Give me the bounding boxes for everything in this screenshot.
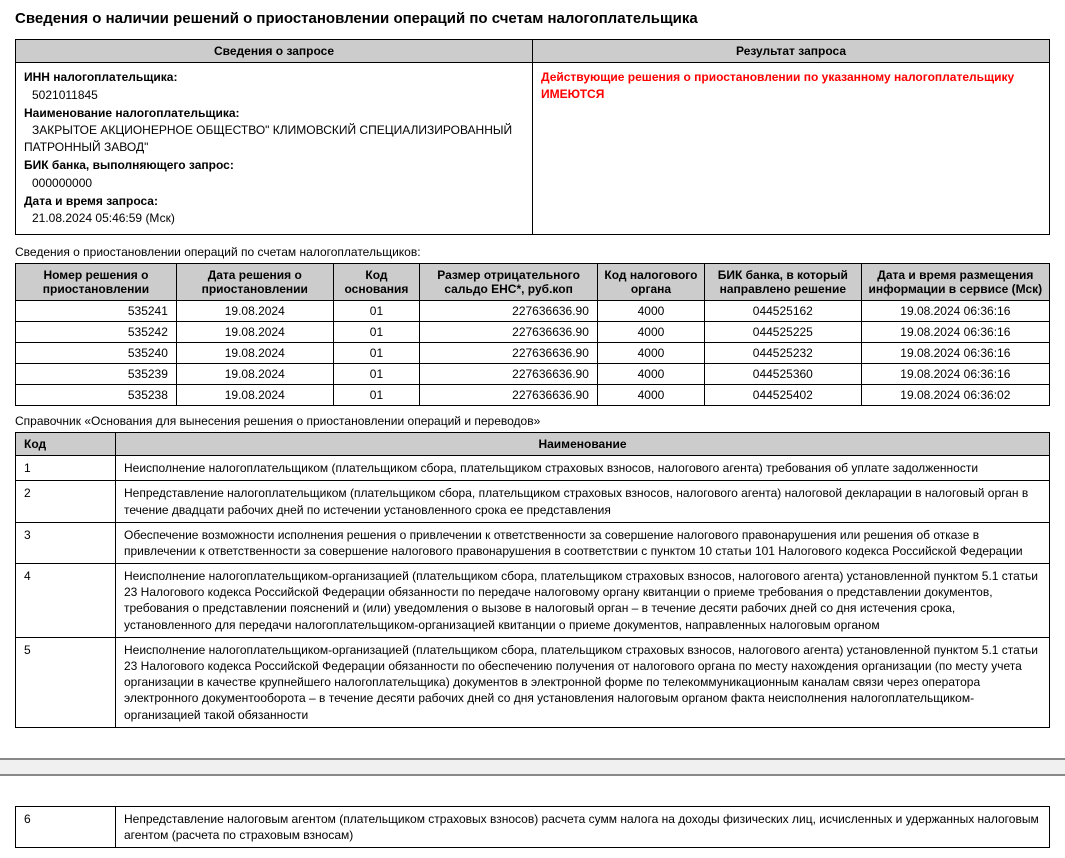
ref-header-name: Наименование [116, 433, 1050, 456]
table-cell: 044525225 [705, 322, 862, 343]
table-cell: 044525402 [705, 385, 862, 406]
table-cell: 19.08.2024 06:36:16 [861, 343, 1049, 364]
ref-code-cell: 3 [16, 522, 116, 563]
table-cell: 19.08.2024 [176, 343, 333, 364]
bik-label: БИК банка, выполняющего запрос: [24, 158, 234, 172]
table-row: 2Непредставление налогоплательщиком (пла… [16, 481, 1050, 522]
table-cell: 01 [333, 385, 420, 406]
suspension-subtitle: Сведения о приостановлении операций по с… [15, 245, 1050, 259]
table-row: 53523919.08.202401227636636.904000044525… [16, 364, 1050, 385]
table-cell: 4000 [597, 343, 704, 364]
table-cell: 19.08.2024 [176, 322, 333, 343]
table-row: 4Неисполнение налогоплательщиком-организ… [16, 564, 1050, 638]
suspension-header-5: БИК банка, в который направлено решение [705, 264, 862, 301]
request-info-cell: ИНН налогоплательщика: 5021011845 Наимен… [16, 63, 533, 235]
date-value: 21.08.2024 05:46:59 (Мск) [32, 211, 175, 225]
table-cell: 4000 [597, 364, 704, 385]
info-header-left: Сведения о запросе [16, 40, 533, 63]
info-header-right: Результат запроса [533, 40, 1050, 63]
ref-name-cell: Неисполнение налогоплательщиком-организа… [116, 637, 1050, 727]
suspension-header-3: Размер отрицательного сальдо ЕНС*, руб.к… [420, 264, 598, 301]
table-cell: 535239 [16, 364, 177, 385]
suspension-table: Номер решения о приостановленииДата реше… [15, 263, 1050, 406]
table-row: 3Обеспечение возможности исполнения реше… [16, 522, 1050, 563]
ref-name-cell: Непредставление налогоплательщиком (плат… [116, 481, 1050, 522]
table-cell: 227636636.90 [420, 301, 598, 322]
table-cell: 19.08.2024 06:36:16 [861, 364, 1049, 385]
table-row: 5Неисполнение налогоплательщиком-организ… [16, 637, 1050, 727]
suspension-header-6: Дата и время размещения информации в сер… [861, 264, 1049, 301]
suspension-header-1: Дата решения о приостановлении [176, 264, 333, 301]
ref-header-code: Код [16, 433, 116, 456]
table-row: 53524019.08.202401227636636.904000044525… [16, 343, 1050, 364]
table-cell: 535240 [16, 343, 177, 364]
page-break [0, 758, 1065, 776]
table-cell: 4000 [597, 301, 704, 322]
reference-table-page2: 6Непредставление налоговым агентом (плат… [15, 806, 1050, 848]
ref-name-cell: Непредставление налоговым агентом (плате… [116, 806, 1050, 847]
table-cell: 19.08.2024 06:36:16 [861, 322, 1049, 343]
table-cell: 044525232 [705, 343, 862, 364]
table-cell: 4000 [597, 385, 704, 406]
table-cell: 01 [333, 301, 420, 322]
name-value: ЗАКРЫТОЕ АКЦИОНЕРНОЕ ОБЩЕСТВО" КЛИМОВСКИ… [24, 123, 512, 154]
table-cell: 535238 [16, 385, 177, 406]
inn-label: ИНН налогоплательщика: [24, 70, 177, 84]
table-cell: 044525360 [705, 364, 862, 385]
reference-subtitle: Справочник «Основания для вынесения реше… [15, 414, 1050, 428]
table-cell: 01 [333, 343, 420, 364]
table-cell: 535242 [16, 322, 177, 343]
ref-code-cell: 1 [16, 456, 116, 481]
table-cell: 01 [333, 322, 420, 343]
table-cell: 227636636.90 [420, 364, 598, 385]
table-row: 53524219.08.202401227636636.904000044525… [16, 322, 1050, 343]
request-info-table: Сведения о запросе Результат запроса ИНН… [15, 39, 1050, 235]
table-cell: 227636636.90 [420, 385, 598, 406]
table-row: 53524119.08.202401227636636.904000044525… [16, 301, 1050, 322]
table-cell: 19.08.2024 06:36:16 [861, 301, 1049, 322]
table-row: 1Неисполнение налогоплательщиком (плател… [16, 456, 1050, 481]
ref-name-cell: Обеспечение возможности исполнения решен… [116, 522, 1050, 563]
table-cell: 535241 [16, 301, 177, 322]
suspension-header-2: Код основания [333, 264, 420, 301]
table-cell: 19.08.2024 [176, 301, 333, 322]
table-cell: 01 [333, 364, 420, 385]
ref-code-cell: 6 [16, 806, 116, 847]
name-label: Наименование налогоплательщика: [24, 106, 240, 120]
reference-table: Код Наименование 1Неисполнение налогопла… [15, 432, 1050, 728]
table-cell: 19.08.2024 06:36:02 [861, 385, 1049, 406]
table-cell: 227636636.90 [420, 343, 598, 364]
page-title: Сведения о наличии решений о приостановл… [15, 10, 1050, 27]
date-label: Дата и время запроса: [24, 194, 158, 208]
ref-code-cell: 5 [16, 637, 116, 727]
result-cell: Действующие решения о приостановлении по… [533, 63, 1050, 235]
table-cell: 044525162 [705, 301, 862, 322]
table-cell: 227636636.90 [420, 322, 598, 343]
suspension-header-4: Код налогового органа [597, 264, 704, 301]
table-row: 53523819.08.202401227636636.904000044525… [16, 385, 1050, 406]
ref-name-cell: Неисполнение налогоплательщиком-организа… [116, 564, 1050, 638]
bik-value: 000000000 [32, 176, 92, 190]
table-cell: 19.08.2024 [176, 364, 333, 385]
table-cell: 4000 [597, 322, 704, 343]
ref-code-cell: 2 [16, 481, 116, 522]
table-row: 6Непредставление налоговым агентом (плат… [16, 806, 1050, 847]
table-cell: 19.08.2024 [176, 385, 333, 406]
ref-code-cell: 4 [16, 564, 116, 638]
suspension-header-0: Номер решения о приостановлении [16, 264, 177, 301]
inn-value: 5021011845 [32, 88, 98, 102]
ref-name-cell: Неисполнение налогоплательщиком (платель… [116, 456, 1050, 481]
